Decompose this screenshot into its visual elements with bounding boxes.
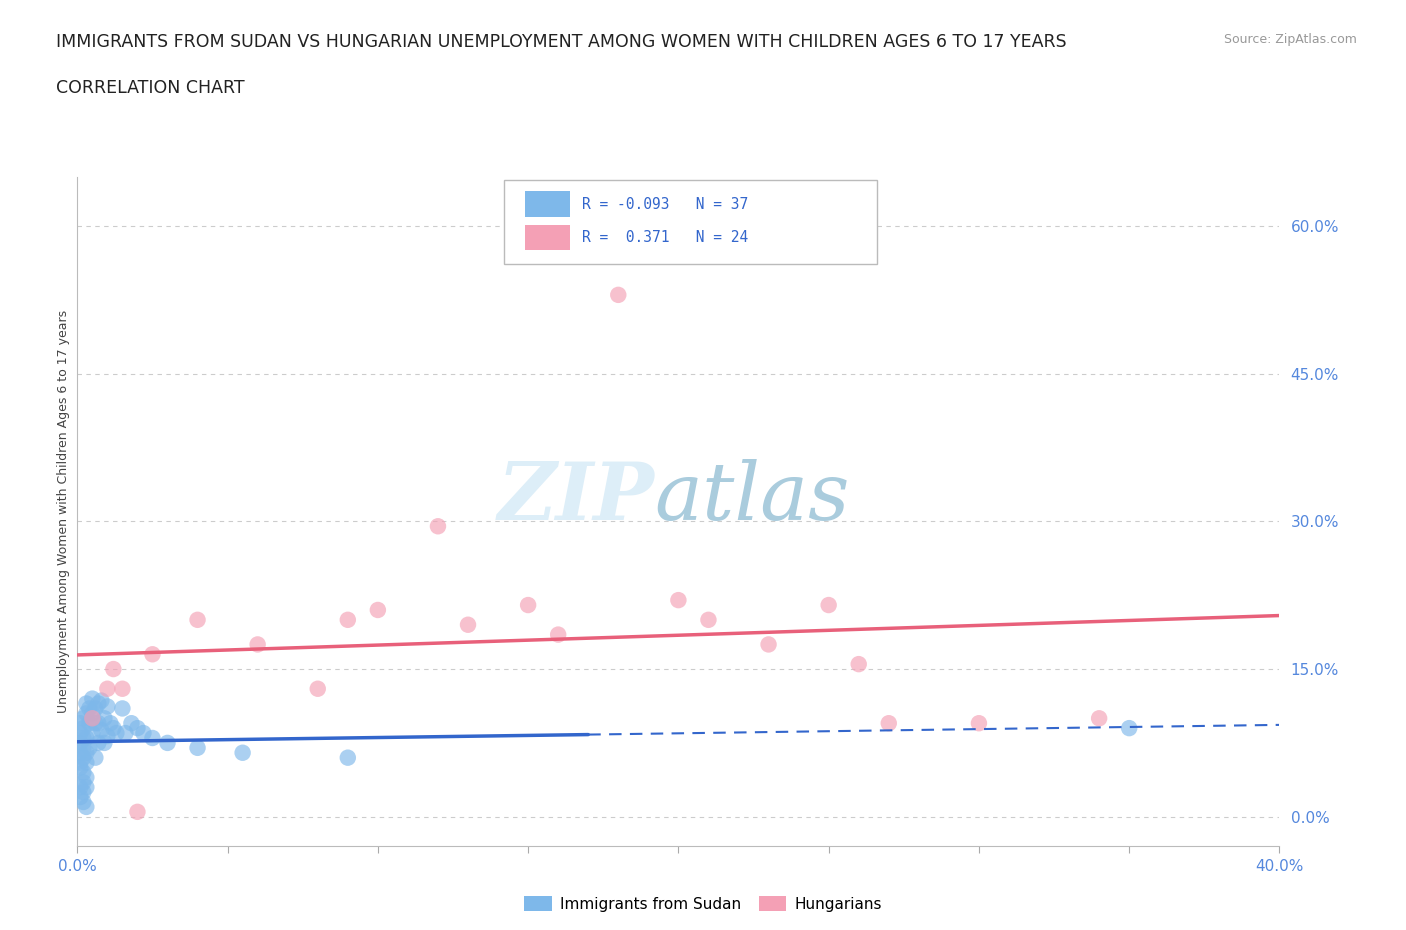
Point xyxy=(307,682,329,697)
Point xyxy=(69,736,91,751)
Point xyxy=(69,760,91,775)
Y-axis label: Unemployment Among Women with Children Ages 6 to 17 years: Unemployment Among Women with Children A… xyxy=(58,310,70,713)
Point xyxy=(72,765,94,780)
Point xyxy=(127,804,149,819)
Point xyxy=(105,725,128,740)
Point xyxy=(69,716,91,731)
Point xyxy=(72,711,94,725)
Point xyxy=(141,731,163,746)
Point xyxy=(114,725,136,740)
Point xyxy=(93,711,115,725)
Point xyxy=(75,755,97,770)
Point xyxy=(246,637,269,652)
Bar xyxy=(524,225,571,250)
Point xyxy=(75,770,97,785)
Point xyxy=(758,637,780,652)
Point xyxy=(877,716,900,731)
Point xyxy=(120,716,142,731)
Text: atlas: atlas xyxy=(654,459,849,537)
Point xyxy=(72,794,94,809)
Point xyxy=(79,701,101,716)
Point xyxy=(132,725,155,740)
Point xyxy=(186,740,209,755)
Point xyxy=(427,519,450,534)
Point xyxy=(186,612,209,627)
Point xyxy=(103,661,125,676)
Point xyxy=(79,740,101,755)
Point xyxy=(111,701,134,716)
Point xyxy=(103,721,125,736)
Point xyxy=(69,755,91,770)
Point xyxy=(336,612,359,627)
Point xyxy=(817,598,839,613)
Text: R = -0.093   N = 37: R = -0.093 N = 37 xyxy=(582,196,748,212)
Point xyxy=(69,725,91,740)
Point xyxy=(127,721,149,736)
Point xyxy=(75,696,97,711)
Legend: Immigrants from Sudan, Hungarians: Immigrants from Sudan, Hungarians xyxy=(519,889,887,918)
Point xyxy=(156,736,179,751)
Point xyxy=(72,751,94,765)
Point xyxy=(111,682,134,697)
Point xyxy=(72,721,94,736)
Point xyxy=(96,682,118,697)
Point xyxy=(96,699,118,714)
Text: CORRELATION CHART: CORRELATION CHART xyxy=(56,79,245,97)
Point xyxy=(82,725,104,740)
Point xyxy=(93,736,115,751)
Point xyxy=(367,603,389,618)
Point xyxy=(75,745,97,760)
Point xyxy=(232,745,254,760)
Point xyxy=(697,612,720,627)
Point xyxy=(72,775,94,790)
Point xyxy=(75,779,97,794)
Point xyxy=(967,716,990,731)
Point xyxy=(84,716,107,731)
Point xyxy=(84,701,107,716)
Point xyxy=(141,647,163,662)
Point xyxy=(75,706,97,721)
Point xyxy=(90,693,112,708)
Point xyxy=(517,598,540,613)
Point xyxy=(668,592,690,607)
Text: R =  0.371   N = 24: R = 0.371 N = 24 xyxy=(582,230,748,246)
Point xyxy=(82,706,104,721)
Point xyxy=(100,716,122,731)
Text: Source: ZipAtlas.com: Source: ZipAtlas.com xyxy=(1223,33,1357,46)
Point xyxy=(1088,711,1111,725)
Point xyxy=(84,751,107,765)
Point xyxy=(75,731,97,746)
Point xyxy=(457,618,479,632)
Point xyxy=(75,800,97,815)
Point xyxy=(79,716,101,731)
Point xyxy=(96,728,118,743)
Point xyxy=(69,745,91,760)
Point xyxy=(90,723,112,737)
Point xyxy=(82,691,104,706)
Point xyxy=(848,657,870,671)
Text: ZIP: ZIP xyxy=(498,459,654,537)
Point xyxy=(1118,721,1140,736)
Point xyxy=(607,287,630,302)
Point xyxy=(87,736,110,751)
Point xyxy=(72,740,94,755)
Point xyxy=(87,716,110,731)
Point xyxy=(87,696,110,711)
Point xyxy=(69,779,91,794)
Text: IMMIGRANTS FROM SUDAN VS HUNGARIAN UNEMPLOYMENT AMONG WOMEN WITH CHILDREN AGES 6: IMMIGRANTS FROM SUDAN VS HUNGARIAN UNEMP… xyxy=(56,33,1067,50)
Point xyxy=(336,751,359,765)
Point xyxy=(69,790,91,804)
Point xyxy=(72,785,94,800)
Point xyxy=(547,627,569,642)
Point xyxy=(82,711,104,725)
Bar xyxy=(524,192,571,217)
Point xyxy=(72,731,94,746)
FancyBboxPatch shape xyxy=(505,180,877,264)
